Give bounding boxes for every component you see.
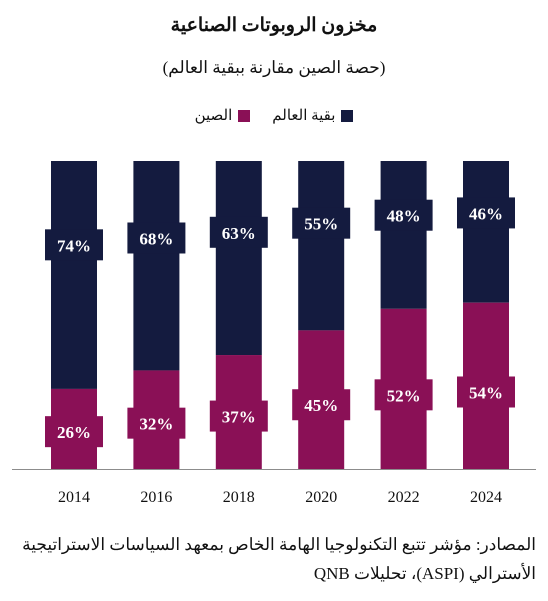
data-label-bg-china-2024 — [457, 376, 515, 408]
data-label-bg-rest-of-world-2016 — [127, 222, 186, 254]
data-label-bg-rest-of-world-2020 — [292, 207, 351, 239]
legend-swatch-china — [238, 109, 251, 122]
data-label-china-2014: 26% — [57, 423, 91, 442]
legend-swatch-rest-of-world — [341, 109, 354, 122]
data-label-bg-china-2018 — [209, 400, 268, 432]
data-label-rest-of-world-2014: 74% — [57, 236, 91, 255]
legend-item-rest-of-world: بقية العالم — [272, 106, 354, 125]
source-line-2: الأسترالي (ASPI)، تحليلات QNB — [313, 564, 536, 583]
data-label-bg-china-2016 — [127, 407, 186, 439]
data-label-bg-china-2014 — [45, 416, 103, 448]
bar-rest-of-world-2022 — [380, 161, 427, 309]
x-tick-label-2020: 2020 — [305, 489, 337, 506]
x-tick-label-2022: 2022 — [388, 489, 420, 506]
chart-title: مخزون الروبوتات الصناعية — [170, 15, 378, 36]
data-label-china-2016: 32% — [139, 415, 173, 434]
data-label-china-2020: 45% — [304, 396, 338, 415]
data-label-rest-of-world-2024: 46% — [469, 204, 503, 223]
chart-subtitle: (حصة الصين مقارنة ببقية العالم) — [162, 58, 386, 77]
data-label-rest-of-world-2018: 63% — [222, 224, 256, 243]
source-line-1: المصادر: مؤشر تتبع التكنولوجيا الهامة ال… — [22, 535, 536, 554]
x-tick-label-2016: 2016 — [140, 489, 172, 506]
legend-item-china: الصين — [195, 106, 251, 125]
bar-rest-of-world-2020 — [298, 161, 345, 331]
bar-rest-of-world-2014 — [51, 161, 97, 389]
data-label-bg-rest-of-world-2024 — [457, 197, 515, 229]
data-label-bg-rest-of-world-2022 — [374, 199, 433, 231]
bar-rest-of-world-2018 — [215, 161, 262, 356]
data-label-rest-of-world-2020: 55% — [304, 215, 338, 234]
bar-rest-of-world-2024 — [463, 161, 509, 303]
data-label-china-2022: 52% — [387, 386, 421, 405]
data-label-rest-of-world-2022: 48% — [387, 207, 421, 226]
source-note: المصادر: مؤشر تتبع التكنولوجيا الهامة ال… — [6, 530, 536, 588]
data-label-bg-china-2022 — [374, 379, 433, 411]
x-tick-label-2014: 2014 — [58, 489, 90, 506]
data-label-china-2024: 54% — [469, 383, 503, 402]
data-label-bg-rest-of-world-2018 — [209, 216, 268, 248]
data-label-bg-china-2020 — [292, 389, 351, 421]
x-tick-label-2024: 2024 — [470, 489, 502, 506]
data-label-china-2018: 37% — [222, 408, 256, 427]
legend-label-rest-of-world: بقية العالم — [272, 108, 336, 124]
data-label-bg-rest-of-world-2014 — [45, 229, 103, 261]
bar-rest-of-world-2016 — [133, 161, 180, 371]
data-label-rest-of-world-2016: 68% — [139, 229, 173, 248]
x-tick-label-2018: 2018 — [223, 489, 255, 506]
legend-label-china: الصين — [194, 108, 233, 124]
legend: بقية العالم الصين — [0, 106, 548, 125]
